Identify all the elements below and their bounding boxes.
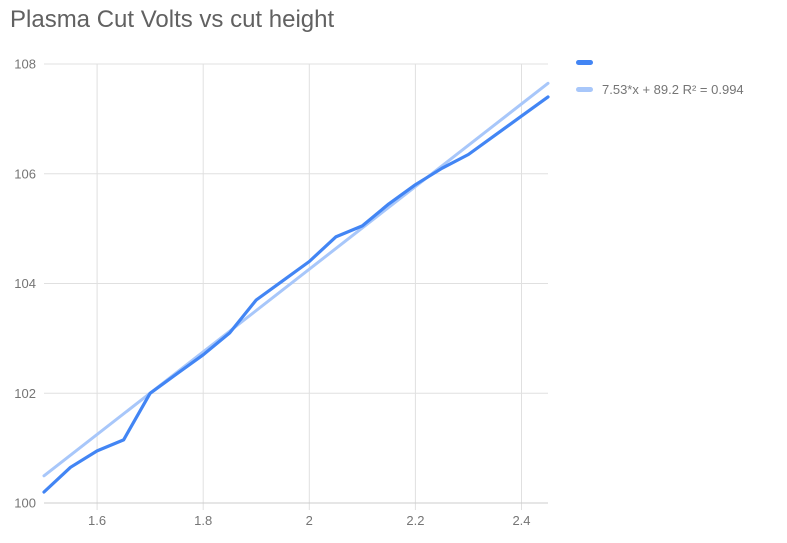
y-tick-label: 102 bbox=[14, 386, 36, 401]
x-tick-label: 2.4 bbox=[512, 513, 530, 528]
x-tick-label: 1.6 bbox=[88, 513, 106, 528]
y-tick-label: 100 bbox=[14, 496, 36, 511]
legend: 7.53*x + 89.2 R² = 0.994 bbox=[576, 54, 744, 108]
trendline bbox=[42, 81, 550, 478]
series-swatch bbox=[576, 59, 593, 65]
legend-item-trendline: 7.53*x + 89.2 R² = 0.994 bbox=[576, 81, 744, 97]
trendline-swatch bbox=[576, 86, 593, 92]
series-line bbox=[42, 95, 550, 494]
chart-title: Plasma Cut Volts vs cut height bbox=[10, 6, 335, 33]
y-tick-label: 106 bbox=[14, 166, 36, 181]
x-tick-label: 2 bbox=[306, 513, 313, 528]
trendline-equation-label: 7.53*x + 89.2 R² = 0.994 bbox=[602, 81, 744, 97]
legend-item-series bbox=[576, 54, 744, 70]
x-tick-label: 1.8 bbox=[194, 513, 212, 528]
x-tick-label: 2.2 bbox=[406, 513, 424, 528]
y-tick-label: 104 bbox=[14, 276, 36, 291]
y-tick-label: 108 bbox=[14, 57, 36, 72]
